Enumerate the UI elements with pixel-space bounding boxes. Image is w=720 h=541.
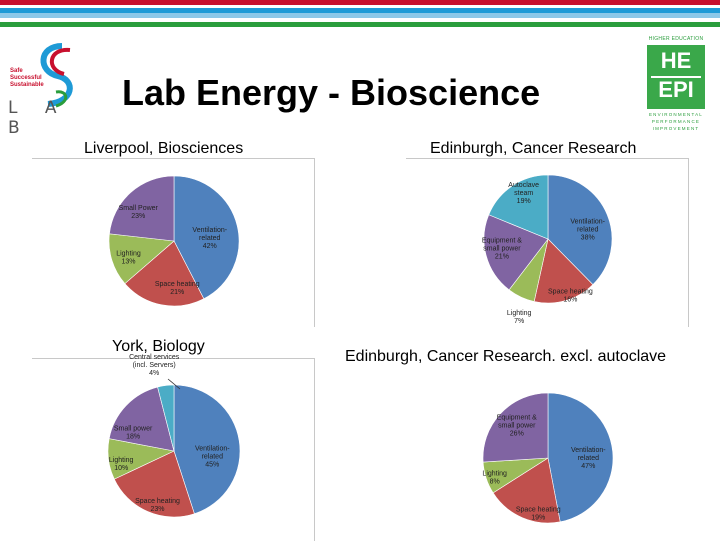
heepi-box: HE EPI xyxy=(647,45,705,109)
heepi-bottom-line: ENVIRONMENTAL xyxy=(648,112,704,117)
caption-liverpool: Liverpool, Biosciences xyxy=(84,140,244,157)
heepi-bottom-line: PERFORMANCE xyxy=(651,119,701,124)
pie-slice xyxy=(482,392,549,463)
pie-chart-edinburgh-excl: Ventilation-related 47% Space heating 19% Li… xyxy=(482,392,614,524)
slice-label: Equipment & small power 21% xyxy=(482,238,522,261)
lab-letters: L A B xyxy=(8,98,68,138)
slice-label: Lighting 7% xyxy=(507,310,532,325)
heepi-bottom-line: IMPROVEMENT xyxy=(652,126,700,131)
heepi-epi: EPI xyxy=(658,77,694,102)
lab-tagline-line: Safe xyxy=(10,68,23,74)
stripe-gap xyxy=(0,5,720,8)
lab-logo-mark xyxy=(40,43,73,108)
lab-tagline: Safe Successful Sustainable xyxy=(10,68,44,89)
pie-slice xyxy=(547,174,613,286)
slice-label: Small power 18% xyxy=(114,426,153,441)
pie-slice xyxy=(157,384,175,452)
pie-slice xyxy=(108,386,175,452)
heepi-he: HE xyxy=(660,48,692,73)
chart-panel-edinburgh: Ventilation-related 38% Space heating 16% Li… xyxy=(406,158,689,327)
slice-label: Small Power 23% xyxy=(119,205,159,220)
leader-line xyxy=(167,378,181,390)
lab-tagline-line: Successful xyxy=(10,75,42,81)
slice-label: Lighting 13% xyxy=(116,250,141,265)
chart-panel-edinburgh-excl: Ventilation-related 47% Space heating 19% Li… xyxy=(406,370,688,540)
pie-chart-liverpool: Ventilation-related 42% Space heating 21% Li… xyxy=(108,175,240,307)
pie-slice xyxy=(483,214,549,291)
header-stripes xyxy=(0,0,720,30)
pie-slice xyxy=(173,384,241,515)
slice-label: Lighting 8% xyxy=(482,471,507,486)
slice-label: Ventilation-related 47% xyxy=(571,447,606,470)
slice-label: Ventilation-related 45% xyxy=(195,445,230,468)
slice-label: Central services (incl. Servers) 4% xyxy=(129,354,180,377)
pie-slice xyxy=(173,175,240,300)
slice-label: Lighting 10% xyxy=(109,457,134,472)
lab-tagline-line: Sustainable xyxy=(10,82,44,88)
pie-chart-edinburgh: Ventilation-related 38% Space heating 16% Li… xyxy=(482,174,613,325)
heepi-divider xyxy=(651,76,701,78)
stripe-blue xyxy=(0,8,720,13)
pie-slice xyxy=(109,175,175,242)
stripe-red xyxy=(0,0,720,5)
pie-slice xyxy=(113,450,195,518)
stripe-light-blue xyxy=(0,13,720,18)
slice-label: Autoclave steam 19% xyxy=(508,182,539,205)
page-title: Lab Energy - Bioscience xyxy=(122,72,541,113)
pie-slice xyxy=(492,457,561,524)
slice-label: Equipment & small power 26% xyxy=(497,415,537,438)
slice-label: Space heating 23% xyxy=(135,498,180,513)
chart-panel-liverpool: Ventilation-related 42% Space heating 21% Li… xyxy=(32,158,315,327)
heepi-bottom-text: ENVIRONMENTAL PERFORMANCE IMPROVEMENT xyxy=(643,111,709,132)
pie-chart-york: Ventilation-related 45% Space heating 23% Li… xyxy=(107,354,241,518)
chart-panel-york: Ventilation-related 45% Space heating 23% Li… xyxy=(32,354,315,541)
pie-slice xyxy=(488,174,549,240)
caption-york: York, Biology xyxy=(112,338,205,355)
caption-edinburgh-excl: Edinburgh, Cancer Research. excl. autocl… xyxy=(345,348,667,365)
stripe-gap xyxy=(0,18,720,22)
slice-label: Space heating 16% xyxy=(548,288,593,303)
slice-label: Ventilation-related 38% xyxy=(570,218,605,241)
slice-label: Space heating 21% xyxy=(155,281,200,296)
pie-slice xyxy=(533,238,594,304)
stripe-green xyxy=(0,22,720,27)
slice-label: Space heating 19% xyxy=(516,506,561,521)
slice-label: Ventilation-related 42% xyxy=(192,227,227,250)
heepi-logo: HIGHER EDUCATION HE EPI ENVIRONMENTAL PE… xyxy=(643,36,709,134)
pie-slice xyxy=(547,392,614,523)
caption-edinburgh: Edinburgh, Cancer Research xyxy=(430,140,637,157)
heepi-top-text: HIGHER EDUCATION xyxy=(648,36,704,42)
pie-slice xyxy=(124,240,205,307)
